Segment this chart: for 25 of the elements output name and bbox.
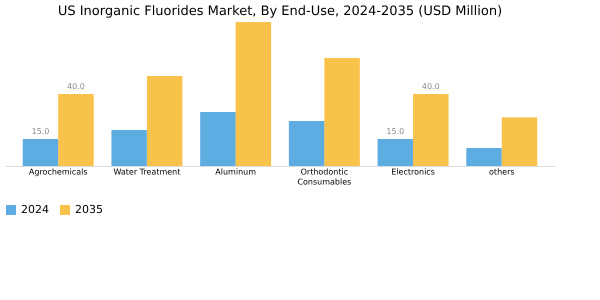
bar <box>236 22 272 166</box>
x-tick-label: Agrochemicals <box>28 168 88 176</box>
x-tick-label: Aluminum <box>215 168 256 176</box>
bar <box>378 139 414 166</box>
bar <box>58 94 94 166</box>
x-tick-label: Electronics <box>391 168 435 176</box>
x-tick-label: Water Treatment <box>113 168 180 176</box>
bar <box>324 58 360 166</box>
x-tick-label: Orthodontic Consumables <box>297 168 352 186</box>
bar <box>413 94 449 166</box>
bar <box>200 112 236 166</box>
bar <box>22 139 58 166</box>
data-label: 40.0 <box>67 82 85 91</box>
data-label: 15.0 <box>386 127 404 136</box>
data-label: 40.0 <box>422 82 440 91</box>
bar <box>502 117 538 166</box>
legend-label: 2024 <box>21 203 49 216</box>
chart-title: US Inorganic Fluorides Market, By End-Use, 2024-2035 (USD Million) <box>58 4 502 19</box>
data-label: 15.0 <box>32 127 50 136</box>
bar <box>111 130 147 166</box>
bar <box>146 76 182 166</box>
bar <box>288 121 324 166</box>
legend-label: 2035 <box>75 203 103 216</box>
x-tick-label: others <box>489 168 515 176</box>
bar <box>466 148 502 166</box>
